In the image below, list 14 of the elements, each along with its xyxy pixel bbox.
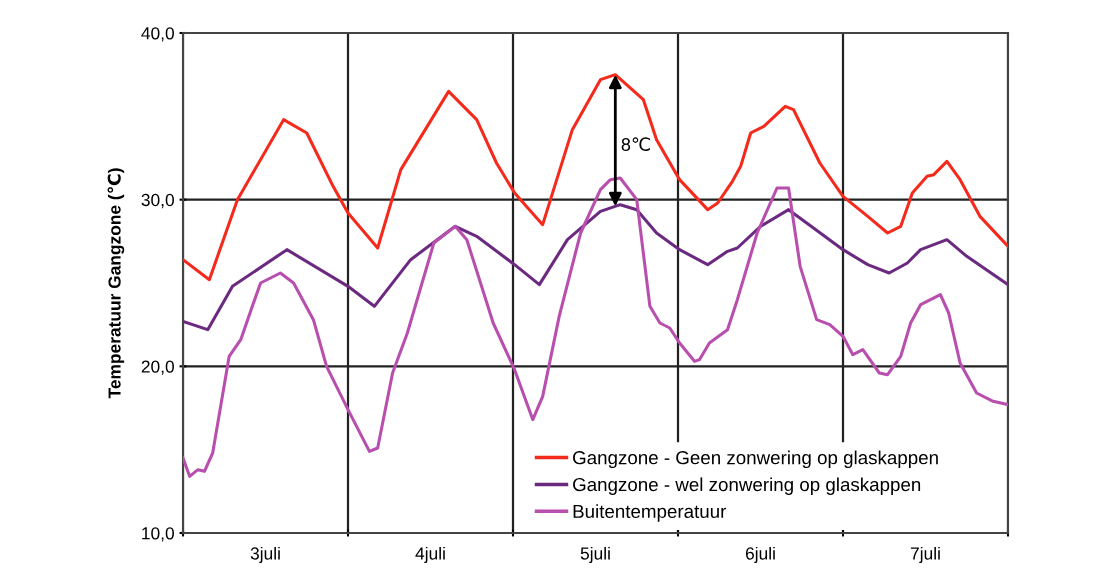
- x-tick-label: 6juli: [745, 546, 775, 564]
- y-tick-label: 10,0: [142, 527, 174, 542]
- y-tick-label: 40,0: [141, 27, 174, 42]
- y-axis-title: Temperatuur Gangzone (℃): [107, 168, 125, 399]
- x-tick-label: 5juli: [580, 546, 610, 564]
- x-tick-label: 7juli: [910, 546, 940, 564]
- annotation: 8℃: [621, 137, 650, 151]
- legend-label: Gangzone - Geen zonwering op glaskappen: [573, 450, 938, 469]
- y-tick-label: 30,0: [141, 193, 174, 209]
- x-tick-label: 3juli: [250, 546, 280, 564]
- y-tick-label: 20,0: [141, 360, 174, 375]
- legend-label: Buitentemperatuur: [573, 504, 727, 522]
- x-tick-label: 4juli: [415, 546, 445, 564]
- legend-label: Gangzone - wel zonwering op glaskappen: [573, 477, 921, 495]
